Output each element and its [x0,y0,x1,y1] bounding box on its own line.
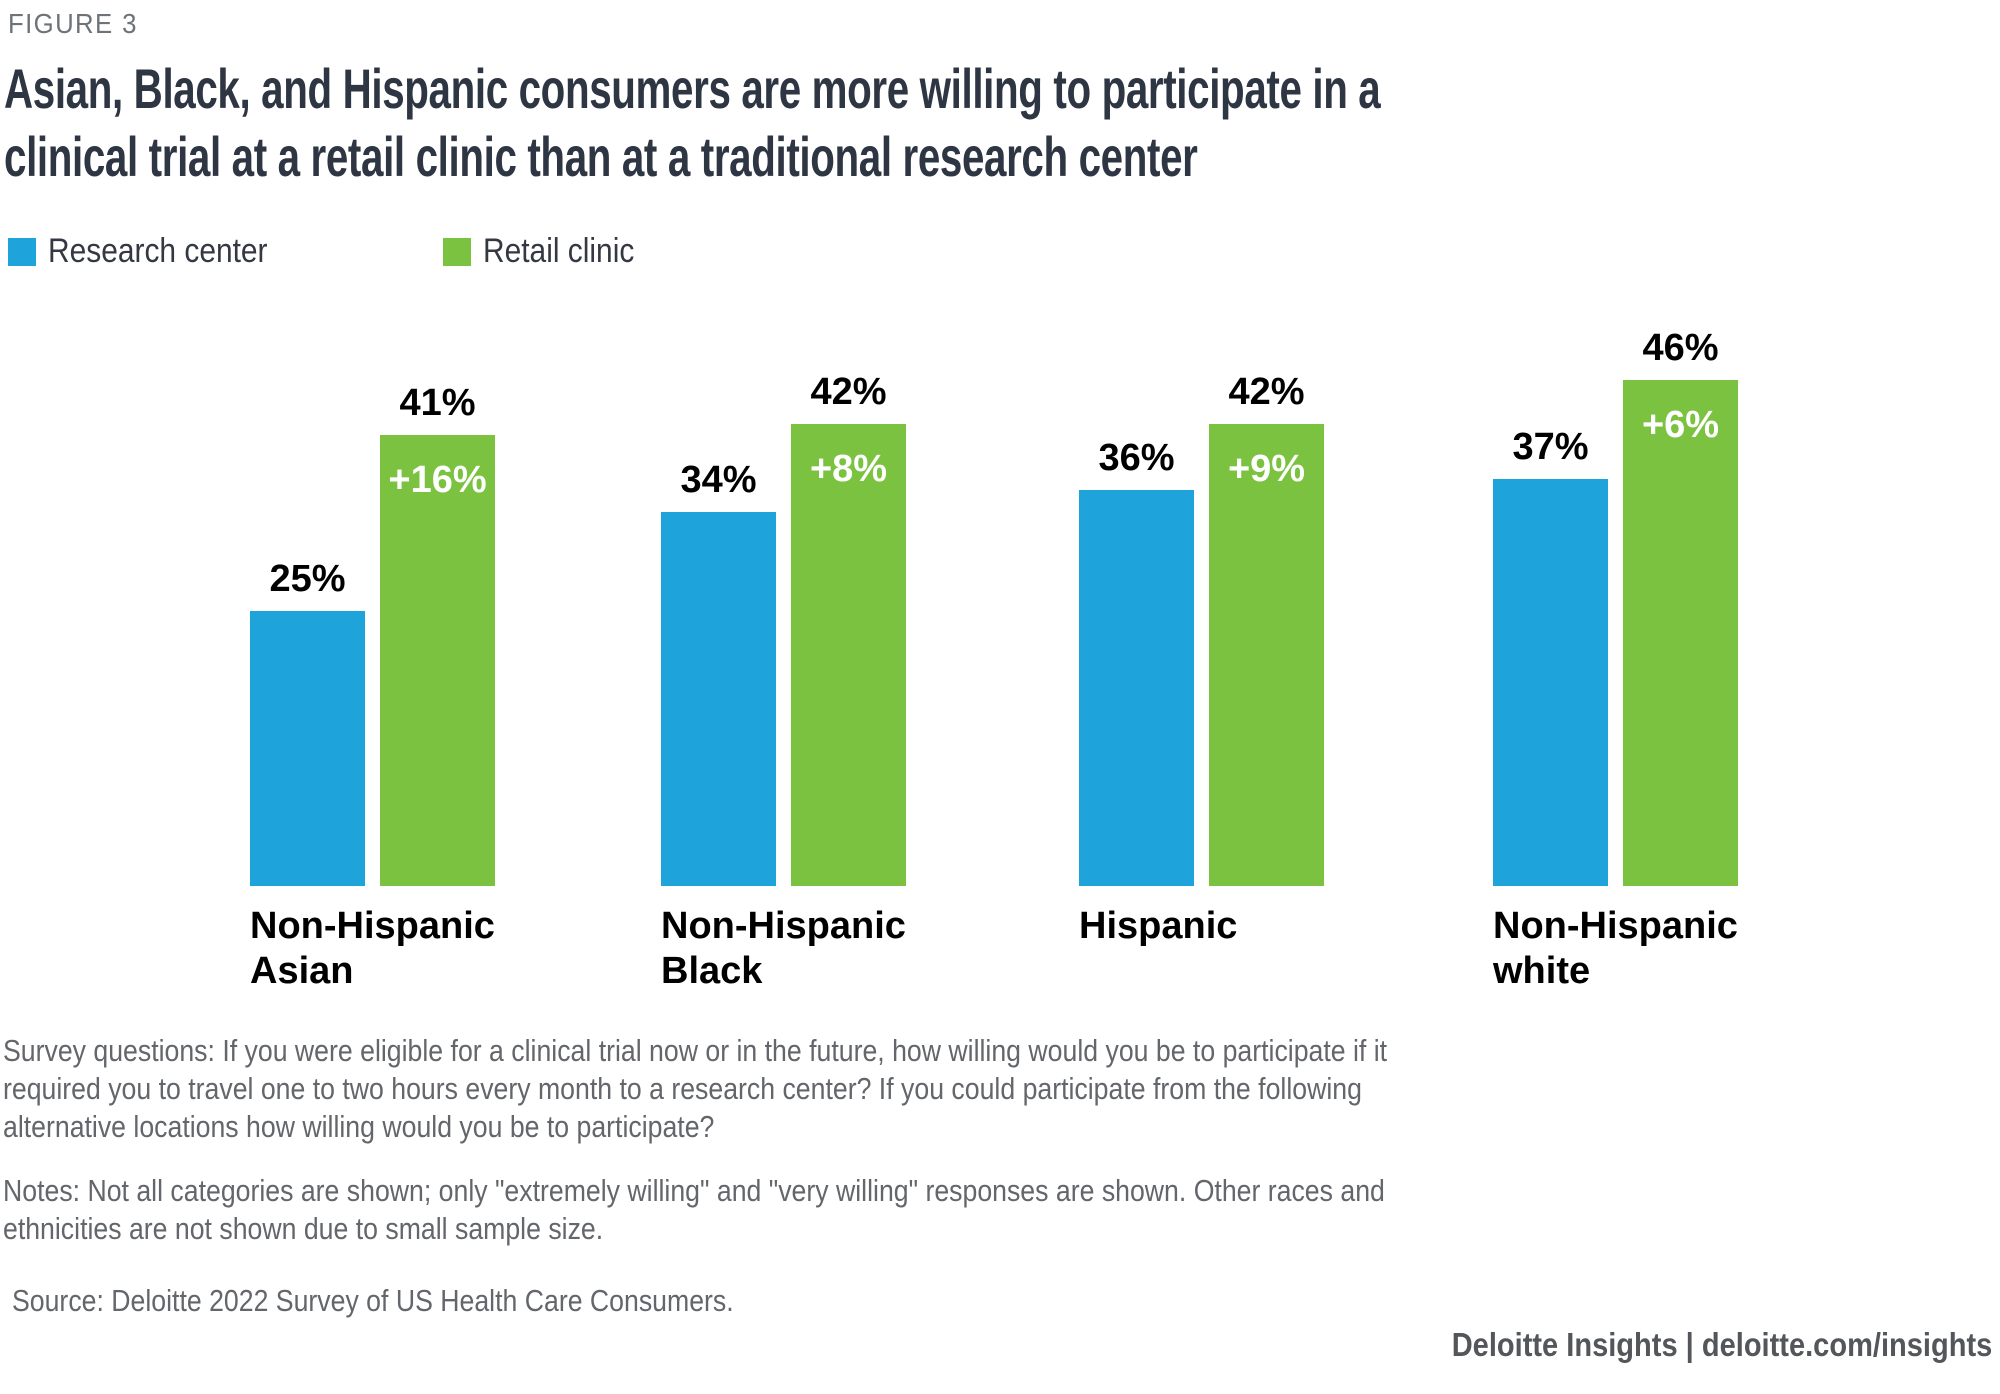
legend-label-research-center: Research center [48,232,268,270]
legend-item-research-center: Research center [8,232,297,271]
bar-chart: 25% 41% +16% 34% 42% +8% [0,270,2000,886]
bar-value-label: 36% [1098,437,1175,479]
legend-swatch-research-center-icon [8,237,36,266]
bar-retail-clinic: +8% [791,424,906,886]
category-label-non-hispanic-black: Non-Hispanic Black [661,905,906,992]
bar-retail-clinic: +6% [1623,380,1738,886]
bar-value-label: 34% [680,459,757,501]
delta-label: +9% [1227,448,1306,490]
bar-value-label: 42% [810,371,887,413]
bar-research-center [1079,490,1194,886]
bar-retail-clinic: +16% [380,435,495,886]
legend-label-retail-clinic: Retail clinic [483,232,635,270]
bar-group-non-hispanic-asian: 25% 41% +16% [250,270,495,886]
bar-research-center [1493,479,1608,886]
notes-text: Notes: Not all categories are shown; onl… [3,1173,1385,1246]
delta-label: +6% [1641,404,1720,446]
bar-group-non-hispanic-black: 34% 42% +8% [661,270,906,886]
figure-number-label: FIGURE 3 [8,8,138,39]
bar-value-label: 41% [399,382,476,424]
category-label-hispanic: Hispanic [1079,905,1238,947]
category-label-non-hispanic-asian: Non-Hispanic Asian [250,905,495,992]
bar-group-hispanic: 36% 42% +9% [1079,270,1324,886]
legend-swatch-retail-clinic-icon [443,237,471,266]
bar-value-label: 37% [1512,426,1589,468]
source-text: Source: Deloitte 2022 Survey of US Healt… [12,1283,734,1318]
bar-research-center [661,512,776,886]
bar-research-center [250,611,365,886]
bar-value-label: 25% [269,558,346,600]
bar-retail-clinic: +9% [1209,424,1324,886]
legend-item-retail-clinic: Retail clinic [443,232,655,271]
delta-label: +8% [809,448,888,490]
category-label-non-hispanic-white: Non-Hispanic white [1493,905,1738,992]
chart-title: Asian, Black, and Hispanic consumers are… [4,57,1381,188]
delta-label: +16% [388,459,487,501]
survey-questions-note: Survey questions: If you were eligible f… [3,1033,1388,1144]
bar-group-non-hispanic-white: 37% 46% +6% [1493,270,1738,886]
bar-value-label: 42% [1228,371,1305,413]
deloitte-insights-brand: Deloitte Insights | deloitte.com/insight… [1451,1326,1992,1363]
bar-value-label: 46% [1642,327,1719,369]
